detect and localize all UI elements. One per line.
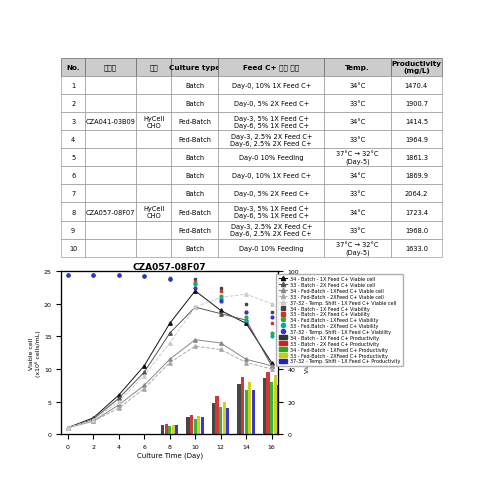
Bar (245, 391, 248, 434)
Bar (263, 378, 266, 434)
Y-axis label: Productivity (mg/L): Productivity (mg/L) (0, 323, 5, 383)
X-axis label: Culture Time (Day): Culture Time (Day) (136, 452, 203, 458)
Y-axis label: Viability (%): Viability (%) (305, 334, 310, 372)
Bar (270, 383, 273, 434)
Bar (193, 419, 197, 434)
Bar (226, 408, 229, 434)
Bar (222, 402, 226, 434)
Bar (238, 385, 241, 434)
Bar (277, 385, 280, 434)
Title: CZA057-08F07: CZA057-08F07 (133, 262, 207, 271)
Bar (197, 416, 200, 434)
Bar (273, 375, 277, 434)
Legend: 34 - Batch - 1X Feed C+ Viable cell, 33 - Batch - 2X Feed C+ Viable cell, 34 - F: 34 - Batch - 1X Feed C+ Viable cell, 33 … (276, 274, 403, 366)
Bar (248, 383, 251, 434)
Bar (175, 426, 178, 434)
Bar (172, 425, 175, 434)
Bar (212, 403, 215, 434)
Y-axis label: Viable cell
(x10⁶ cells/mL): Viable cell (x10⁶ cells/mL) (29, 330, 41, 376)
Bar (267, 372, 270, 434)
Bar (168, 426, 171, 434)
Bar (252, 391, 255, 434)
Bar (219, 407, 222, 434)
Bar (241, 377, 244, 434)
Bar (190, 415, 193, 434)
Bar (187, 417, 190, 434)
Bar (164, 424, 168, 434)
Bar (216, 397, 218, 434)
Bar (201, 417, 204, 434)
Bar (161, 425, 164, 434)
